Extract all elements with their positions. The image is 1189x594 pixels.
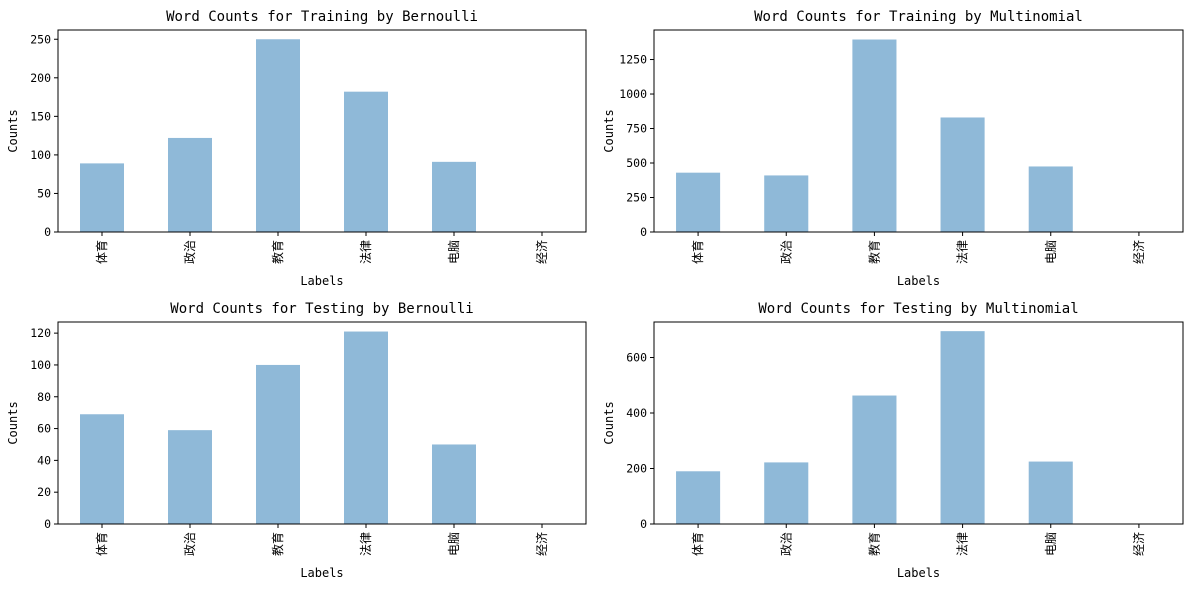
y-tick-label: 40 (37, 453, 51, 467)
subplot-3: 0 20 40 60 80 100 120 体育 政治 教育 法律 电脑 经济 Word Counts f… (6, 301, 587, 580)
x-tick-label: 法律 (359, 532, 373, 556)
bar-3 (256, 39, 300, 232)
y-tick-label: 100 (30, 148, 51, 162)
x-axis-label: Labels (300, 566, 343, 580)
x-axis-label: Labels (897, 274, 940, 288)
x-tick-label: 体育 (690, 532, 705, 556)
chart-title: Word Counts for Testing by Multinomial (758, 301, 1078, 317)
subplot-1: 0 50 100 150 200 250 体育 政治 教育 法律 电脑 经济 Word Counts f… (6, 9, 587, 288)
bar-1 (676, 471, 721, 524)
y-tick-label: 750 (626, 122, 647, 136)
axes-frame (57, 29, 587, 233)
y-tick-label: 250 (626, 191, 647, 205)
y-tick-label: 1250 (619, 53, 647, 67)
x-tick-label: 电脑 (447, 532, 461, 556)
bar-3 (256, 364, 300, 524)
y-tick-label: 1000 (619, 87, 647, 101)
chart-title: Word Counts for Testing by Bernoulli (170, 301, 473, 317)
x-axis-label: Labels (300, 274, 343, 288)
bar-3 (852, 395, 897, 524)
y-axis-label: Counts (602, 109, 616, 152)
x-tick-label: 经济 (1131, 532, 1146, 556)
y-axis-label: Counts (6, 109, 20, 152)
y-tick-label: 0 (44, 517, 51, 531)
bar-5 (432, 444, 476, 524)
x-tick-label: 经济 (534, 240, 549, 264)
x-tick-label: 教育 (866, 240, 881, 264)
y-tick-label: 200 (30, 71, 51, 85)
x-tick-label: 教育 (866, 532, 881, 556)
bar-3 (852, 39, 897, 232)
x-tick-label: 政治 (779, 240, 793, 264)
axes-frame (653, 321, 1184, 525)
y-axis-label: Counts (602, 401, 616, 444)
x-tick-label: 法律 (956, 240, 970, 264)
x-tick-label: 体育 (690, 240, 705, 264)
chart-title: Word Counts for Training by Multinomial (754, 9, 1083, 25)
y-tick-label: 0 (640, 225, 647, 239)
bar-5 (1028, 166, 1073, 232)
bar-2 (764, 175, 809, 232)
x-axis-label: Labels (897, 566, 940, 580)
bar-2 (168, 137, 212, 232)
y-tick-label: 150 (30, 109, 51, 123)
y-tick-label: 20 (37, 485, 51, 499)
x-tick-label: 教育 (270, 532, 285, 556)
bar-1 (676, 172, 721, 232)
y-tick-label: 500 (626, 156, 647, 170)
subplot-4: 0 200 400 600 体育 政治 教育 法律 电脑 经济 Word Counts for Te… (602, 301, 1184, 580)
x-tick-label: 经济 (534, 532, 549, 556)
y-tick-label: 80 (37, 390, 51, 404)
x-tick-label: 教育 (270, 240, 285, 264)
bar-1 (80, 163, 124, 232)
x-tick-label: 法律 (359, 240, 373, 264)
bar-2 (764, 462, 809, 524)
x-tick-label: 体育 (94, 240, 109, 264)
axes-frame (653, 29, 1184, 233)
y-tick-label: 600 (626, 351, 647, 365)
x-tick-label: 经济 (1131, 240, 1146, 264)
x-tick-label: 电脑 (1044, 532, 1058, 556)
x-tick-label: 政治 (183, 532, 197, 556)
x-tick-label: 电脑 (1044, 240, 1058, 264)
x-tick-label: 政治 (779, 532, 793, 556)
y-tick-label: 0 (44, 225, 51, 239)
y-axis-label: Counts (6, 401, 20, 444)
y-tick-label: 120 (30, 326, 51, 340)
y-tick-label: 60 (37, 422, 51, 436)
y-tick-label: 200 (626, 462, 647, 476)
axes-frame (57, 321, 587, 525)
bar-2 (168, 430, 212, 524)
bar-4 (344, 91, 388, 233)
y-tick-label: 100 (30, 358, 51, 372)
bar-4 (344, 331, 388, 524)
x-tick-label: 体育 (94, 532, 109, 556)
bar-5 (432, 161, 476, 232)
y-tick-label: 400 (626, 406, 647, 420)
y-tick-label: 250 (30, 32, 51, 46)
x-tick-label: 电脑 (447, 240, 461, 264)
x-tick-label: 政治 (183, 240, 197, 264)
y-tick-label: 0 (640, 517, 647, 531)
bar-5 (1028, 461, 1073, 524)
x-tick-label: 法律 (956, 532, 970, 556)
bar-4 (940, 117, 985, 232)
subplot-2: 0 250 500 750 1000 1250 体育 政治 教育 法律 电脑 经济 Word Count… (602, 9, 1184, 288)
bar-4 (940, 331, 985, 524)
bar-1 (80, 414, 124, 524)
y-tick-label: 50 (37, 186, 51, 200)
chart-title: Word Counts for Training by Bernoulli (166, 9, 478, 25)
